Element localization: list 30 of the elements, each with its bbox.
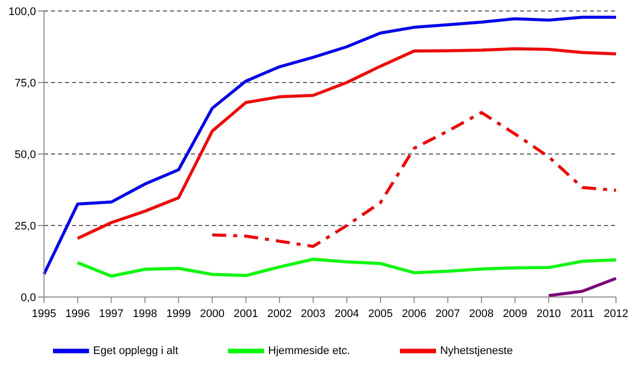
line-series: [76, 258, 618, 278]
x-tick-label: 1996: [65, 308, 90, 320]
x-tick-label: 2008: [469, 308, 494, 320]
line-series: [210, 111, 618, 248]
x-tick-label: 1997: [99, 308, 124, 320]
line-series: [76, 47, 618, 240]
x-tick-label: 2001: [234, 308, 258, 320]
y-tick-label: 25,0: [14, 220, 36, 232]
x-tick-label: 2000: [200, 308, 224, 320]
legend-label: Hjemmeside etc.: [268, 344, 350, 357]
x-tick-label: 2007: [436, 308, 460, 320]
x-tick-label: 1999: [166, 308, 191, 320]
legend-label: Nyhetstjeneste: [440, 344, 513, 357]
x-tick-label: 2003: [300, 308, 326, 320]
x-tick-label: 2012: [604, 308, 628, 320]
line-series: [42, 16, 618, 276]
x-tick-label: 2011: [570, 308, 594, 320]
legend-label: Eget opplegg i alt: [93, 344, 178, 357]
x-tick-label: 1995: [32, 308, 56, 320]
x-tick-label: 2002: [267, 308, 292, 320]
y-tick-label: 50,0: [14, 148, 36, 161]
x-tick-label: 2004: [334, 308, 360, 320]
y-tick-label: 75,0: [14, 77, 36, 90]
x-tick-label: 2010: [536, 308, 561, 320]
y-tick-label: 0,0: [20, 292, 36, 304]
x-tick-label: 2005: [368, 308, 393, 320]
y-tick-label: 100,0: [8, 6, 36, 18]
x-tick-label: 2006: [402, 308, 426, 320]
x-tick-label: 2009: [502, 308, 528, 320]
x-tick-label: 1998: [132, 308, 158, 320]
